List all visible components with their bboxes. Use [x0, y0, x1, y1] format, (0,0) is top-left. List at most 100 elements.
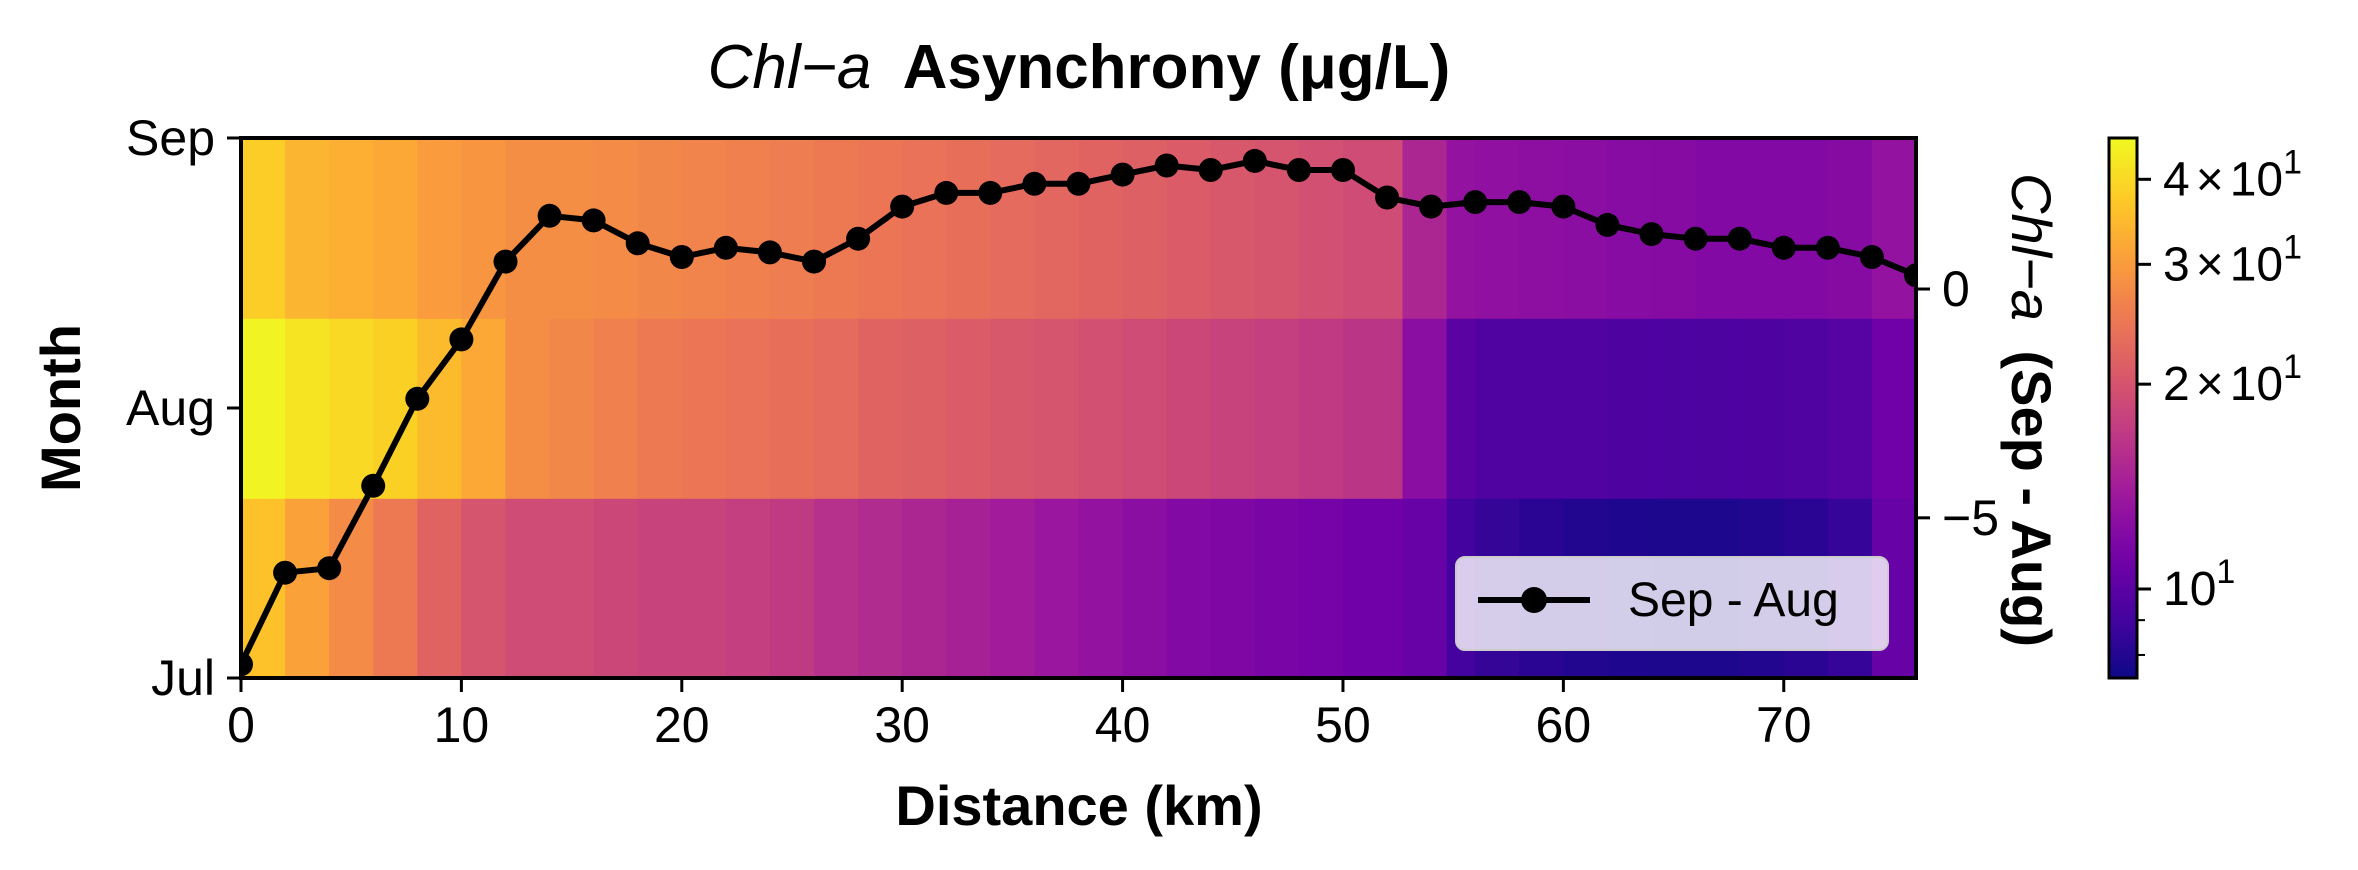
heatmap-cell-jul-13: [814, 498, 859, 678]
heatmap: [241, 138, 1916, 678]
heatmap-cell-aug-33: [1695, 318, 1741, 499]
heatmap-cell-jul-22: [1210, 498, 1256, 678]
heatmap-cell-aug-24: [1298, 318, 1344, 499]
heatmap-cell-aug-16: [946, 318, 992, 499]
heatmap-cell-sep-12: [769, 138, 815, 319]
series-point-21: [1154, 153, 1179, 178]
y-axis-title: Month: [29, 324, 92, 492]
colorbar-ticks: 101 2 × 101 3 × 101 4 × 101: [2137, 143, 2302, 656]
heatmap-cell-aug-37: [1871, 318, 1916, 499]
heatmap-cell-sep-4: [417, 138, 463, 319]
series-point-10: [669, 245, 694, 269]
y2-axis-title: Chl−a (Sep - Aug): [2000, 173, 2063, 647]
series-point-2: [317, 556, 342, 581]
heatmap-cell-aug-22: [1210, 318, 1256, 499]
y-tick-label: Aug: [126, 380, 215, 436]
colorbar-tick-label: 101: [2163, 553, 2235, 616]
y2-tick-label: −5: [1942, 490, 1999, 546]
heatmap-cell-aug-25: [1342, 318, 1404, 499]
series-point-32: [1639, 222, 1664, 247]
y-tick-label: Sep: [126, 110, 215, 166]
chart-title-bold: Asynchrony (μg/L): [903, 33, 1451, 102]
series-point-19: [1066, 171, 1091, 196]
heatmap-cell-aug-32: [1651, 318, 1697, 499]
heatmap-cell-aug-31: [1607, 318, 1653, 499]
heatmap-cell-jul-23: [1254, 498, 1300, 678]
heatmap-cell-sep-33: [1695, 138, 1741, 319]
series-point-36: [1815, 235, 1840, 260]
heatmap-cell-aug-9: [637, 318, 683, 499]
heatmap-cell-jul-19: [1078, 498, 1124, 678]
series-point-38: [1904, 263, 1916, 288]
series-point-3: [361, 473, 386, 498]
heatmap-cell-sep-28: [1475, 138, 1521, 319]
series-point-23: [1242, 148, 1267, 173]
y-axis-right: −5 0: [1916, 261, 1999, 546]
heatmap-cell-sep-5: [461, 138, 507, 319]
heatmap-cell-sep-14: [858, 138, 903, 319]
heatmap-cell-sep-1: [285, 138, 330, 319]
heatmap-cell-sep-35: [1783, 138, 1829, 319]
series-point-24: [1286, 158, 1311, 182]
heatmap-cell-sep-0: [241, 138, 286, 319]
series-point-7: [537, 203, 562, 228]
series-point-18: [1022, 171, 1047, 196]
heatmap-cell-aug-36: [1827, 318, 1873, 499]
heatmap-cell-sep-18: [1034, 138, 1080, 319]
series-point-11: [713, 235, 738, 260]
series-point-20: [1110, 162, 1135, 187]
y2-axis-title-bold: (Sep - Aug): [2000, 350, 2063, 647]
legend: Sep - Aug: [1455, 556, 1889, 651]
heatmap-cell-sep-29: [1519, 138, 1565, 319]
series-point-35: [1771, 235, 1796, 260]
heatmap-cell-jul-9: [637, 498, 683, 678]
y2-tick-label: 0: [1942, 261, 1970, 317]
heatmap-cell-jul-1: [285, 498, 330, 678]
series-point-22: [1198, 158, 1223, 182]
heatmap-cell-aug-0: [241, 318, 286, 499]
heatmap-cell-aug-26: [1402, 318, 1448, 499]
x-tick-label: 50: [1315, 697, 1371, 753]
heatmap-cell-aug-2: [329, 318, 375, 499]
heatmap-cell-jul-7: [549, 498, 595, 678]
heatmap-cell-jul-10: [681, 498, 727, 678]
series-point-28: [1463, 190, 1488, 215]
x-axis-title: Distance (km): [895, 774, 1262, 837]
heatmap-cell-aug-8: [593, 318, 639, 499]
heatmap-cell-aug-18: [1034, 318, 1080, 499]
colorbar: 101 2 × 101 3 × 101 4 × 101: [2107, 136, 2302, 680]
colorbar-tick-label: 2 × 101: [2163, 348, 2302, 411]
series-point-31: [1595, 212, 1620, 237]
heatmap-cell-aug-6: [505, 318, 551, 499]
heatmap-cell-jul-4: [417, 498, 463, 678]
series-point-16: [934, 180, 959, 205]
colorbar-tick-label: 3 × 101: [2163, 228, 2302, 291]
legend-label: Sep - Aug: [1628, 574, 1839, 627]
heatmap-cell-sep-26: [1402, 138, 1448, 319]
chart-title-italic: Chl−a: [708, 33, 872, 102]
heatmap-cell-sep-37: [1871, 138, 1916, 319]
heatmap-cell-aug-28: [1475, 318, 1521, 499]
x-tick-label: 70: [1756, 697, 1812, 753]
series-point-1: [273, 560, 298, 585]
colorbar-gradient: [2107, 136, 2139, 680]
heatmap-cell-aug-14: [858, 318, 903, 499]
x-tick-label: 20: [654, 697, 710, 753]
heatmap-cell-aug-12: [769, 318, 815, 499]
heatmap-cell-sep-6: [505, 138, 551, 319]
heatmap-cell-jul-26: [1402, 498, 1448, 678]
heatmap-cell-jul-20: [1122, 498, 1168, 678]
heatmap-cell-jul-24: [1298, 498, 1344, 678]
heatmap-cell-sep-34: [1739, 138, 1785, 319]
series-point-15: [890, 194, 915, 219]
series-point-14: [846, 226, 871, 251]
heatmap-cell-aug-17: [990, 318, 1036, 499]
heatmap-cell-jul-5: [461, 498, 507, 678]
series-point-4: [405, 386, 430, 411]
heatmap-cell-aug-11: [725, 318, 771, 499]
series-point-8: [581, 208, 606, 233]
series-point-37: [1859, 245, 1884, 269]
series-point-13: [802, 249, 826, 274]
heatmap-cell-sep-15: [902, 138, 948, 319]
